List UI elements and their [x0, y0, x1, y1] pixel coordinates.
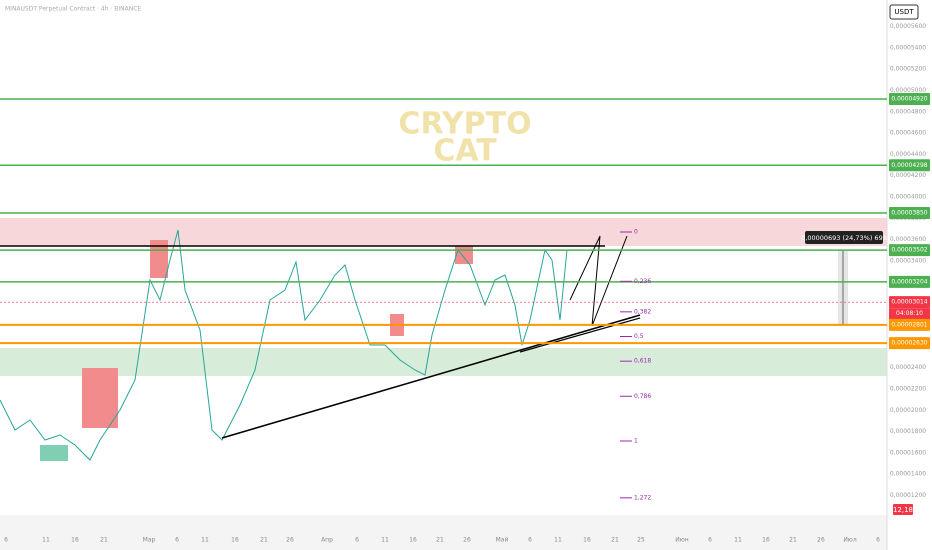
- price-level-label: 0,00003204: [891, 278, 927, 285]
- price-label-box: [889, 159, 930, 172]
- price-label-box: [889, 337, 930, 350]
- measure-box: [805, 231, 883, 244]
- time-tick-label: 16: [231, 537, 239, 544]
- price-tick-label: 0,00004200: [890, 172, 926, 179]
- price-tick-label: 0,00004600: [890, 130, 926, 137]
- time-tick-label: 16: [762, 537, 770, 544]
- time-tick-label: 6: [355, 537, 359, 544]
- time-tick-label: Май: [496, 537, 509, 544]
- fib-label: 1,272: [634, 494, 651, 501]
- indicator-value: 12,18: [893, 506, 913, 514]
- time-tick-label: 11: [554, 537, 562, 544]
- measure-range: [838, 250, 848, 325]
- time-tick-label: 11: [734, 537, 742, 544]
- price-tick-label: 0,00005400: [890, 44, 926, 51]
- time-tick-label: Июл: [843, 537, 857, 544]
- support-zone: [0, 348, 887, 376]
- time-tick-label: 6: [175, 537, 179, 544]
- price-level-label: 0,00003850: [891, 210, 927, 217]
- trendline: [221, 314, 641, 439]
- time-tick-label: 21: [100, 537, 108, 544]
- price-tick-label: 0,00002000: [890, 407, 926, 414]
- time-tick-label: 11: [381, 537, 389, 544]
- time-tick-label: Июн: [675, 537, 689, 544]
- price-label-box: [889, 244, 930, 257]
- price-tick-label: 0,00004800: [890, 108, 926, 115]
- time-tick-label: 6: [876, 537, 880, 544]
- fib-label: 0,618: [634, 358, 651, 365]
- price-tick-label: 0,00002200: [890, 385, 926, 392]
- projection-arrow: [569, 235, 628, 327]
- time-tick-label: 11: [42, 537, 50, 544]
- countdown-box: [889, 308, 930, 320]
- fib-label: 0,786: [634, 393, 651, 400]
- time-tick-label: 26: [817, 537, 825, 544]
- currency: USDT: [894, 8, 914, 16]
- price-level-label: 0,00003014: [891, 299, 927, 306]
- time-tick-label: 16: [71, 537, 79, 544]
- time-tick-label: Мар: [143, 537, 156, 544]
- fib-label: 1: [634, 438, 638, 445]
- time-tick-label: 21: [611, 537, 619, 544]
- resistance-zone: [0, 218, 887, 246]
- price-label-box: [889, 92, 930, 105]
- time-tick-label: 6: [708, 537, 712, 544]
- price-label-box: [889, 296, 930, 309]
- price-label-box: [889, 207, 930, 220]
- fib-label: 0,5: [634, 333, 644, 340]
- fib-label: 0,236: [634, 278, 651, 285]
- time-tick-label: 21: [436, 537, 444, 544]
- time-tick-label: 6: [4, 537, 8, 544]
- time-tick-label: 21: [260, 537, 268, 544]
- time-tick-label: Апр: [321, 537, 333, 544]
- price-tick-label: 0,00002400: [890, 364, 926, 371]
- demand-block: [40, 445, 68, 461]
- price-label-box: [889, 318, 930, 331]
- time-tick-label: 16: [409, 537, 417, 544]
- price-tick-label: 0,00004000: [890, 194, 926, 201]
- price-tick-label: 0,00001400: [890, 471, 926, 478]
- price-tick-label: 0,00005600: [890, 23, 926, 30]
- price-label-box: [889, 275, 930, 288]
- order-block: [82, 368, 118, 428]
- price-tick-label: 0,00001600: [890, 449, 926, 456]
- countdown: 04:08:10: [896, 310, 923, 317]
- price-tick-label: 0,00001800: [890, 428, 926, 435]
- time-tick-label: 26: [463, 537, 471, 544]
- time-axis-bg: [0, 515, 887, 550]
- price-tick-label: 0,00004400: [890, 151, 926, 158]
- order-block: [455, 246, 473, 264]
- price-tick-label: 0,00003600: [890, 236, 926, 243]
- watermark: CAT: [433, 134, 497, 169]
- price-level-label: 0,00003502: [891, 247, 927, 254]
- price-level-label: 0,00002801: [891, 321, 927, 328]
- price-tick-label: 0,00003400: [890, 258, 926, 265]
- trendline: [519, 317, 641, 353]
- price-tick-label: 0,00005000: [890, 87, 926, 94]
- measure-label: 0,00000693 (24,73%) 693: [801, 234, 887, 242]
- time-tick-label: 26: [286, 537, 294, 544]
- price-tick-label: 0,00001200: [890, 492, 926, 499]
- price-level-label: 0,00002630: [891, 340, 927, 347]
- fib-label: 0: [634, 229, 638, 236]
- indicator-box: [893, 504, 913, 515]
- time-tick-label: 11: [201, 537, 209, 544]
- watermark: CRYPTO: [398, 107, 531, 142]
- fib-label: 0,382: [634, 308, 651, 315]
- currency-box: [889, 4, 919, 20]
- time-tick-label: 6: [528, 537, 532, 544]
- symbol-title: MINAUSDT Perpetual Contract · 4h · BINAN…: [5, 6, 141, 13]
- time-tick-label: 16: [583, 537, 591, 544]
- price-level-label: 0,00004920: [891, 95, 927, 102]
- time-tick-label: 25: [637, 537, 645, 544]
- price-tick-label: 0,00005200: [890, 66, 926, 73]
- price-level-label: 0,00004298: [891, 162, 927, 169]
- time-tick-label: 21: [789, 537, 797, 544]
- plot-bg: [0, 0, 887, 515]
